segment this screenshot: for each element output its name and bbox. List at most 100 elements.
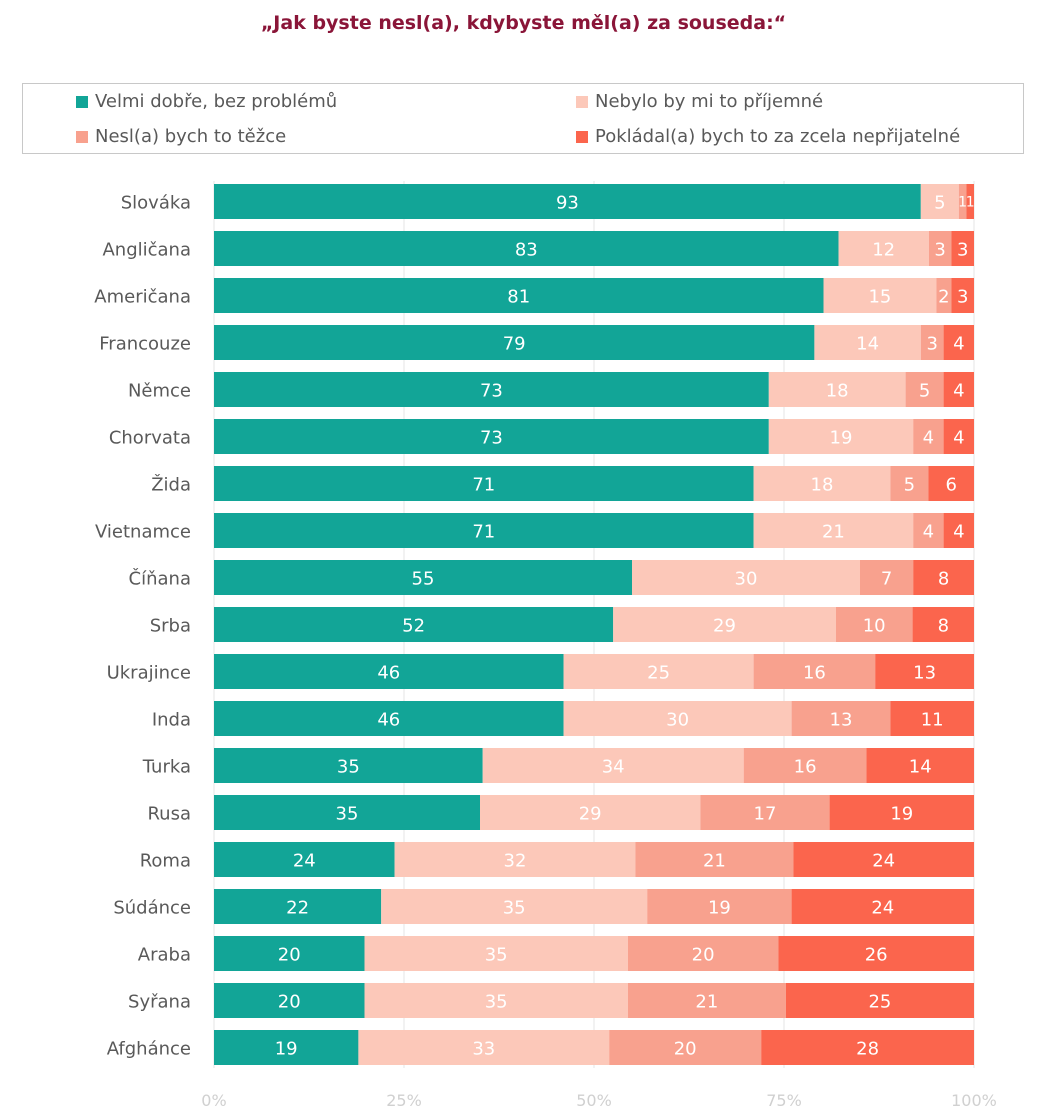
bar-segment: [823, 278, 937, 313]
bar-segment: [761, 1030, 974, 1065]
bar-segment: [214, 936, 365, 971]
data-label: 25: [647, 663, 670, 684]
category-label: Araba: [138, 945, 191, 966]
data-label: 4: [923, 522, 934, 543]
bar-segment: [905, 372, 944, 407]
data-label: 21: [822, 522, 845, 543]
bar-segment: [214, 372, 769, 407]
bar-segment: [890, 701, 974, 736]
bar-segment: [563, 654, 754, 689]
bar-segment: [214, 560, 632, 595]
data-label: 71: [472, 475, 495, 496]
bar-segment: [364, 983, 628, 1018]
legend-swatch: [76, 130, 88, 143]
data-label: 52: [402, 616, 425, 637]
data-label: 3: [934, 240, 945, 261]
bar-segment: [609, 1030, 762, 1065]
data-label: 19: [708, 898, 731, 919]
legend-item-very-well: Velmi dobře, bez problémů: [76, 91, 337, 112]
category-label: Rusa: [147, 804, 191, 825]
data-label: 24: [872, 851, 895, 872]
data-label: 20: [278, 945, 301, 966]
x-tick-label: 75%: [766, 1091, 802, 1110]
data-label: 83: [515, 240, 538, 261]
bar-segment: [214, 231, 839, 266]
bar-segment: [647, 889, 792, 924]
data-label: 24: [871, 898, 894, 919]
legend-swatch: [576, 130, 588, 143]
data-label: 81: [507, 287, 530, 308]
bar-segment: [958, 184, 967, 219]
bar-segment: [913, 560, 974, 595]
category-label: Chorvata: [109, 428, 191, 449]
bar-segment: [214, 513, 754, 548]
bar-segment: [214, 842, 395, 877]
bar-segment: [866, 748, 974, 783]
bar-segment: [214, 748, 483, 783]
x-tick-label: 100%: [951, 1091, 997, 1110]
data-label: 19: [830, 428, 853, 449]
data-label: 24: [293, 851, 316, 872]
data-label: 1: [966, 195, 975, 211]
legend-label: Pokládal(a) bych to za zcela nepřijateln…: [595, 126, 961, 147]
data-label: 6: [945, 475, 956, 496]
bar-segment: [838, 231, 929, 266]
bar-segment: [829, 795, 974, 830]
chart-title: „Jak byste nesl(a), kdybyste měl(a) za s…: [260, 12, 787, 34]
category-label: Slováka: [121, 193, 191, 214]
bar-segment: [613, 607, 836, 642]
data-label: 19: [275, 1039, 298, 1060]
category-label: Inda: [152, 710, 191, 731]
bar-segment: [214, 466, 754, 501]
bar-segment: [358, 1030, 610, 1065]
bar-segment: [936, 278, 952, 313]
bar-segment: [928, 466, 974, 501]
data-label: 35: [336, 804, 359, 825]
category-label: Francouze: [99, 334, 191, 355]
data-label: 55: [412, 569, 435, 590]
data-label: 5: [919, 381, 930, 402]
data-label: 3: [926, 334, 937, 355]
category-label: Ukrajince: [107, 663, 191, 684]
data-label: 22: [286, 898, 309, 919]
legend-item-unacceptable: Pokládal(a) bych to za zcela nepřijateln…: [576, 126, 960, 147]
legend-item-hard: Nesl(a) bych to těžce: [76, 126, 286, 147]
bar-segment: [563, 701, 792, 736]
bar-segment: [943, 419, 974, 454]
bar-segment: [943, 513, 974, 548]
bar-segment: [700, 795, 830, 830]
data-label: 30: [735, 569, 758, 590]
x-tick-label: 50%: [576, 1091, 612, 1110]
data-label: 5: [934, 193, 945, 214]
data-label: 8: [938, 569, 949, 590]
data-label: 5: [904, 475, 915, 496]
data-label: 18: [811, 475, 834, 496]
data-label: 35: [485, 992, 508, 1013]
legend-swatch: [76, 95, 88, 108]
bar-segment: [791, 889, 974, 924]
data-label: 29: [713, 616, 736, 637]
bar-segment: [635, 842, 794, 877]
data-label: 13: [913, 663, 936, 684]
bar-segment: [214, 889, 382, 924]
data-label: 3: [957, 240, 968, 261]
x-tick-label: 0%: [201, 1091, 226, 1110]
bar-segment: [814, 325, 921, 360]
bar-segment: [214, 278, 824, 313]
bar-segment: [785, 983, 974, 1018]
data-label: 7: [881, 569, 892, 590]
bar-segment: [768, 419, 914, 454]
data-label: 10: [863, 616, 886, 637]
bar-segment: [214, 419, 769, 454]
data-label: 35: [503, 898, 526, 919]
x-tick-label: 25%: [386, 1091, 422, 1110]
bar-segment: [912, 607, 974, 642]
bar-segment: [793, 842, 974, 877]
data-label: 20: [278, 992, 301, 1013]
bar-segment: [768, 372, 906, 407]
category-label: Afghánce: [107, 1039, 191, 1060]
data-label: 29: [579, 804, 602, 825]
bar-segment: [743, 748, 867, 783]
data-label: 34: [602, 757, 625, 778]
